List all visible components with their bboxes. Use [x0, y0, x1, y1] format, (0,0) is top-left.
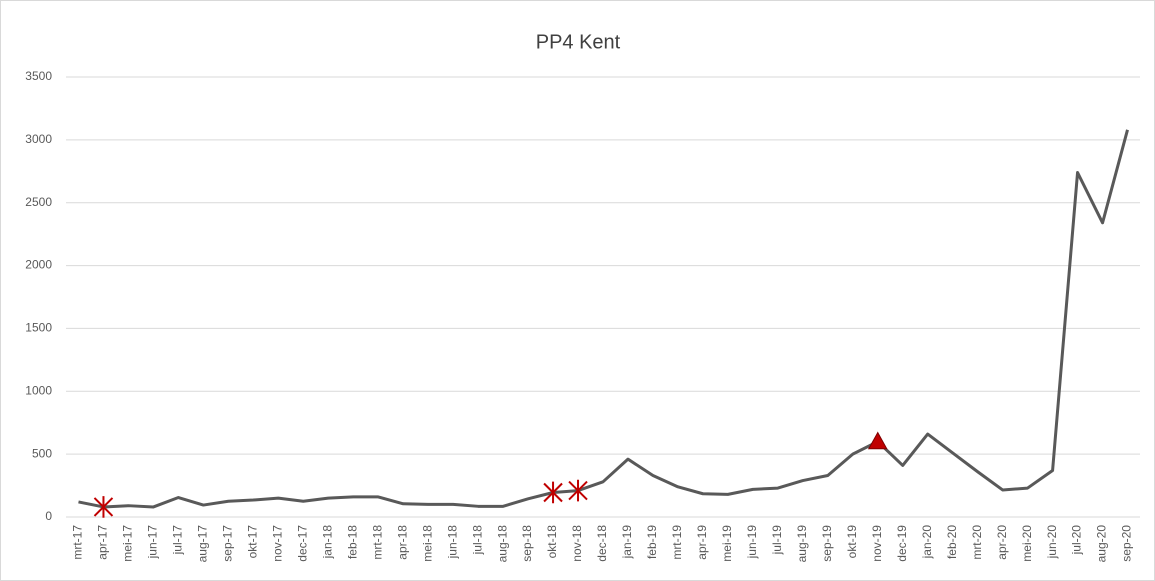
y-tick-label: 2000	[25, 258, 52, 272]
triangle-marker	[867, 431, 888, 450]
y-tick-label: 2500	[25, 195, 52, 209]
x-tick-label: nov-19	[870, 525, 884, 562]
x-tick-label: dec-18	[595, 525, 609, 562]
asterisk-marker	[543, 481, 563, 504]
y-tick-label: 1500	[25, 321, 52, 335]
x-tick-label: feb-20	[945, 525, 959, 559]
x-tick-label: apr-20	[995, 525, 1009, 560]
asterisk-marker	[93, 496, 114, 518]
x-tick-label: apr-18	[395, 525, 409, 560]
data-line	[78, 129, 1129, 509]
x-tick-label: sep-17	[221, 525, 235, 562]
y-tick-label: 3000	[25, 132, 52, 146]
x-tick-label: mrt-18	[370, 525, 384, 560]
chart-title: PP4 Kent	[536, 31, 621, 53]
x-tick-label: sep-19	[820, 525, 834, 562]
x-tick-label: jun-20	[1045, 525, 1059, 560]
x-tick-label: okt-17	[245, 525, 259, 559]
x-tick-label: jul-17	[171, 525, 185, 556]
x-tick-label: jan-20	[920, 525, 934, 560]
x-tick-label: jan-19	[620, 525, 634, 560]
x-tick-label: feb-19	[645, 525, 659, 559]
x-tick-label: dec-17	[295, 525, 309, 562]
x-tick-label: jul-19	[770, 525, 784, 556]
x-tick-label: jun-18	[445, 525, 459, 560]
x-tick-label: mei-17	[121, 525, 135, 562]
x-tick-label: nov-18	[570, 525, 584, 562]
x-tick-label: dec-19	[895, 525, 909, 562]
x-tick-label: jan-18	[320, 525, 334, 560]
y-tick-label: 1000	[25, 383, 52, 397]
x-tick-label: jun-19	[745, 525, 759, 560]
y-tick-label: 3500	[25, 69, 52, 83]
x-tick-label: feb-18	[345, 525, 359, 559]
x-tick-label: nov-17	[270, 525, 284, 562]
x-tick-label: sep-20	[1120, 525, 1134, 562]
x-tick-label: aug-20	[1095, 525, 1109, 563]
x-tick-label: aug-19	[795, 525, 809, 563]
x-tick-label: okt-19	[845, 525, 859, 559]
x-tick-label: mei-19	[720, 525, 734, 562]
x-tick-label: mrt-19	[670, 525, 684, 560]
x-tick-label: mei-20	[1020, 525, 1034, 562]
x-tick-label: mrt-20	[970, 525, 984, 560]
x-tick-label: aug-18	[495, 525, 509, 563]
x-tick-label: okt-18	[545, 525, 559, 559]
x-tick-label: mei-18	[420, 525, 434, 562]
x-tick-label: aug-17	[196, 525, 210, 563]
x-tick-label: sep-18	[520, 525, 534, 562]
x-tick-label: apr-17	[96, 525, 110, 560]
x-tick-label: jul-20	[1070, 525, 1084, 556]
x-tick-label: jun-17	[146, 525, 160, 560]
y-tick-label: 0	[45, 509, 52, 523]
x-tick-label: mrt-17	[71, 525, 85, 560]
x-tick-label: apr-19	[695, 525, 709, 560]
asterisk-marker	[568, 479, 588, 502]
x-tick-label: jul-18	[470, 525, 484, 556]
y-tick-label: 500	[32, 446, 52, 460]
